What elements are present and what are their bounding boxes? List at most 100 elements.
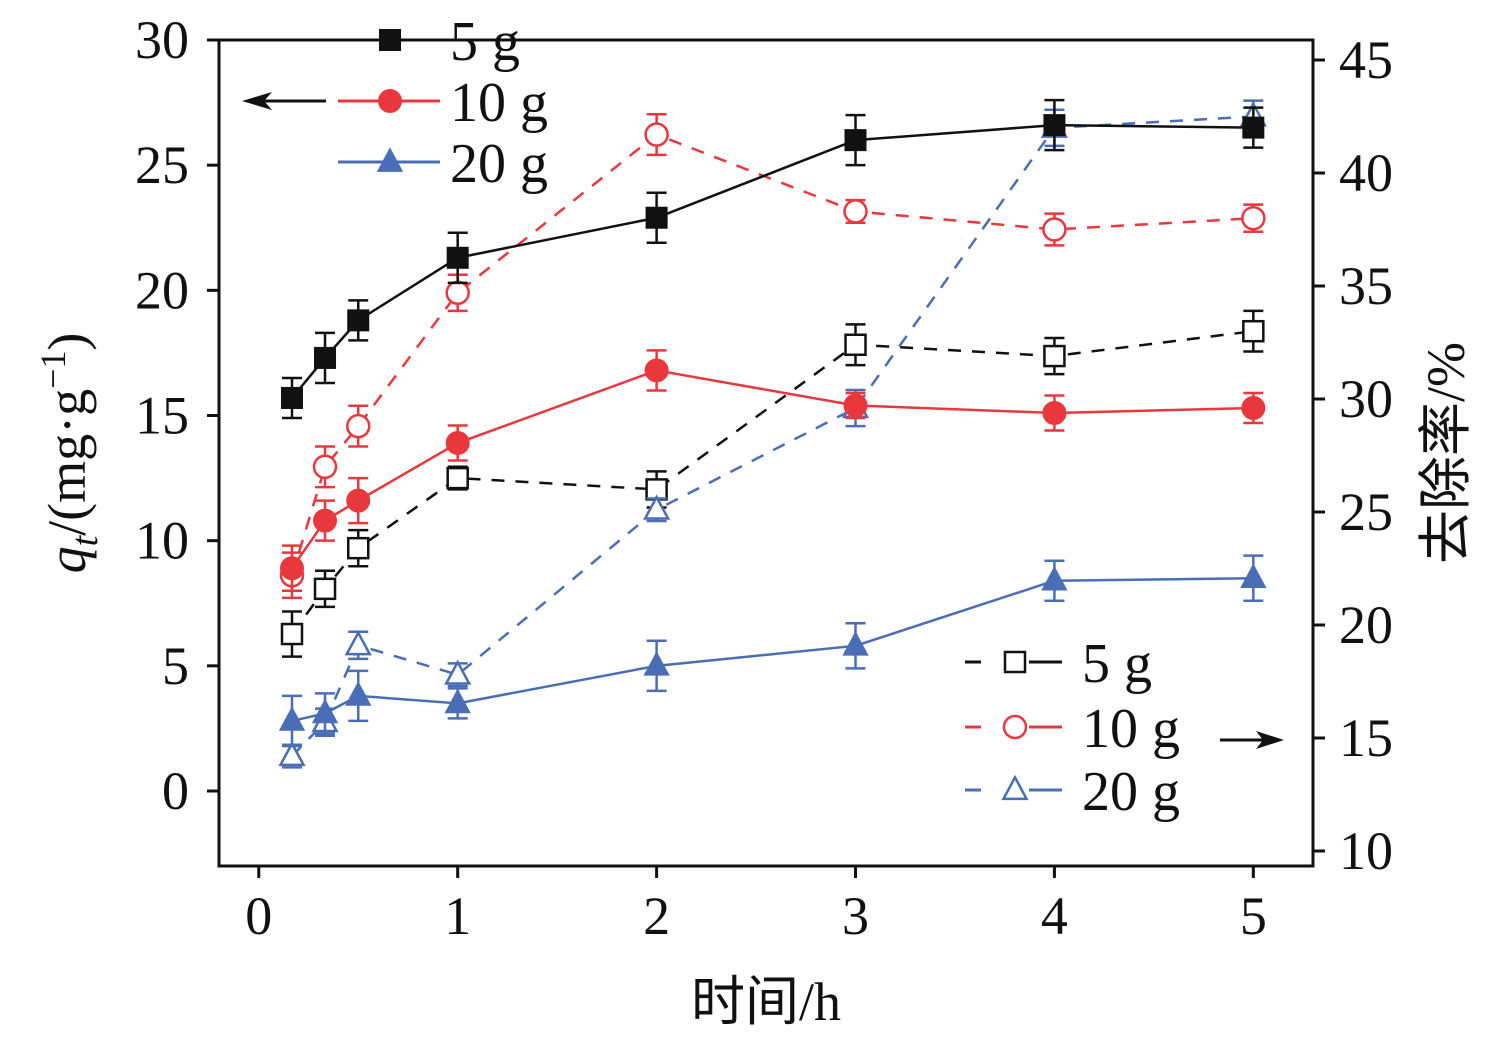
data-point xyxy=(843,199,868,224)
legend-marker xyxy=(1002,714,1028,740)
axis-ticks xyxy=(207,38,1325,878)
data-point xyxy=(843,393,868,418)
y-right-tick-label: 15 xyxy=(1339,708,1393,768)
legend-right-entry: 20 g xyxy=(965,761,1180,823)
data-point xyxy=(346,536,370,560)
y-left-axis-title: qt/(mg·g−1) xyxy=(33,333,106,574)
y-right-tick-label: 10 xyxy=(1339,821,1393,881)
plot-frame xyxy=(217,38,1315,868)
legend-left-entry: 10 g xyxy=(338,72,548,134)
data-point xyxy=(314,346,337,369)
y-left-tick-label: 30 xyxy=(135,10,189,70)
series-right-circle xyxy=(279,112,1266,600)
series-left-square xyxy=(280,98,1265,420)
legend-layer: 5 g10 g20 g5 g10 g20 g xyxy=(242,11,1284,823)
data-point xyxy=(278,740,306,767)
data-point xyxy=(312,454,338,480)
data-point xyxy=(311,698,339,724)
y-left-tick-label: 15 xyxy=(135,386,189,446)
data-point xyxy=(844,333,867,357)
series-line xyxy=(290,133,1254,576)
data-point xyxy=(1240,563,1267,589)
y-left-tick-label: 20 xyxy=(135,260,189,320)
legend-label: 10 g xyxy=(1082,698,1180,760)
y-left-tick-label: 10 xyxy=(135,511,189,571)
y-left-tick-label: 5 xyxy=(162,636,189,696)
series-line xyxy=(291,123,1254,399)
series-layer xyxy=(278,98,1267,769)
data-point xyxy=(643,651,670,676)
x-tick-label: 2 xyxy=(643,886,670,946)
legend-marker xyxy=(378,89,402,113)
arrow-head xyxy=(242,92,272,110)
data-point xyxy=(279,556,304,581)
series-line xyxy=(290,369,1254,569)
data-point xyxy=(278,706,306,731)
data-point xyxy=(445,431,470,456)
series-left-circle xyxy=(279,349,1266,592)
data-point xyxy=(446,246,469,269)
data-point xyxy=(444,688,471,714)
data-point xyxy=(844,129,867,152)
right-axis-arrow xyxy=(1220,731,1284,749)
data-point xyxy=(643,494,671,520)
series-line xyxy=(290,329,1254,635)
legend-label: 5 g xyxy=(450,11,520,73)
x-tick-label: 5 xyxy=(1240,886,1267,946)
data-point xyxy=(1241,395,1266,420)
data-point xyxy=(1242,319,1265,343)
data-point xyxy=(445,280,470,306)
data-point xyxy=(345,681,372,706)
data-point xyxy=(346,488,371,513)
data-point xyxy=(347,309,370,332)
data-point xyxy=(842,631,869,656)
y-right-axis-title: 去除率/% xyxy=(1416,342,1476,564)
legend-left-entry: 20 g xyxy=(338,133,548,195)
series-right-square xyxy=(280,309,1265,658)
x-tick-label: 4 xyxy=(1041,886,1068,946)
y-right-tick-label: 45 xyxy=(1339,30,1393,90)
data-point xyxy=(1042,217,1067,242)
legend-right-entry: 10 g xyxy=(965,698,1180,760)
y-right-tick-label: 25 xyxy=(1339,482,1393,542)
data-point xyxy=(1241,205,1266,231)
x-tick-label: 0 xyxy=(245,886,272,946)
y-right-tick-label: 40 xyxy=(1339,143,1393,203)
data-point xyxy=(1043,114,1066,137)
legend-label: 5 g xyxy=(1082,633,1152,695)
y-left-tick-label: 25 xyxy=(135,135,189,195)
data-point xyxy=(313,508,338,533)
legend-marker xyxy=(1003,650,1027,674)
legend-marker xyxy=(1001,774,1029,801)
data-point xyxy=(344,630,372,656)
data-point xyxy=(446,466,469,490)
legend-left-entry: 5 g xyxy=(338,11,520,73)
series-left-triangle xyxy=(278,554,1267,748)
arrow-head xyxy=(1256,731,1284,749)
x-tick-label: 3 xyxy=(842,886,869,946)
data-point xyxy=(1042,400,1067,425)
data-point xyxy=(280,386,303,409)
data-point xyxy=(644,122,669,147)
y-left-tick-label: 0 xyxy=(162,761,189,821)
legend-marker xyxy=(379,29,401,51)
legend-label: 10 g xyxy=(450,72,548,134)
y-right-tick-label: 20 xyxy=(1339,595,1393,655)
legend-label: 20 g xyxy=(450,133,548,195)
legend-marker xyxy=(376,147,404,172)
data-point xyxy=(645,206,668,229)
data-point xyxy=(280,622,304,646)
legend-label: 20 g xyxy=(1082,761,1180,823)
data-point xyxy=(1043,344,1066,368)
x-tick-label: 1 xyxy=(444,886,471,946)
y-right-tick-label: 30 xyxy=(1339,369,1393,429)
left-axis-arrow xyxy=(242,92,326,110)
series-line xyxy=(291,115,1254,757)
data-point xyxy=(644,358,669,383)
data-point xyxy=(313,577,337,601)
y-right-tick-label: 35 xyxy=(1339,256,1393,316)
data-point xyxy=(345,413,371,439)
